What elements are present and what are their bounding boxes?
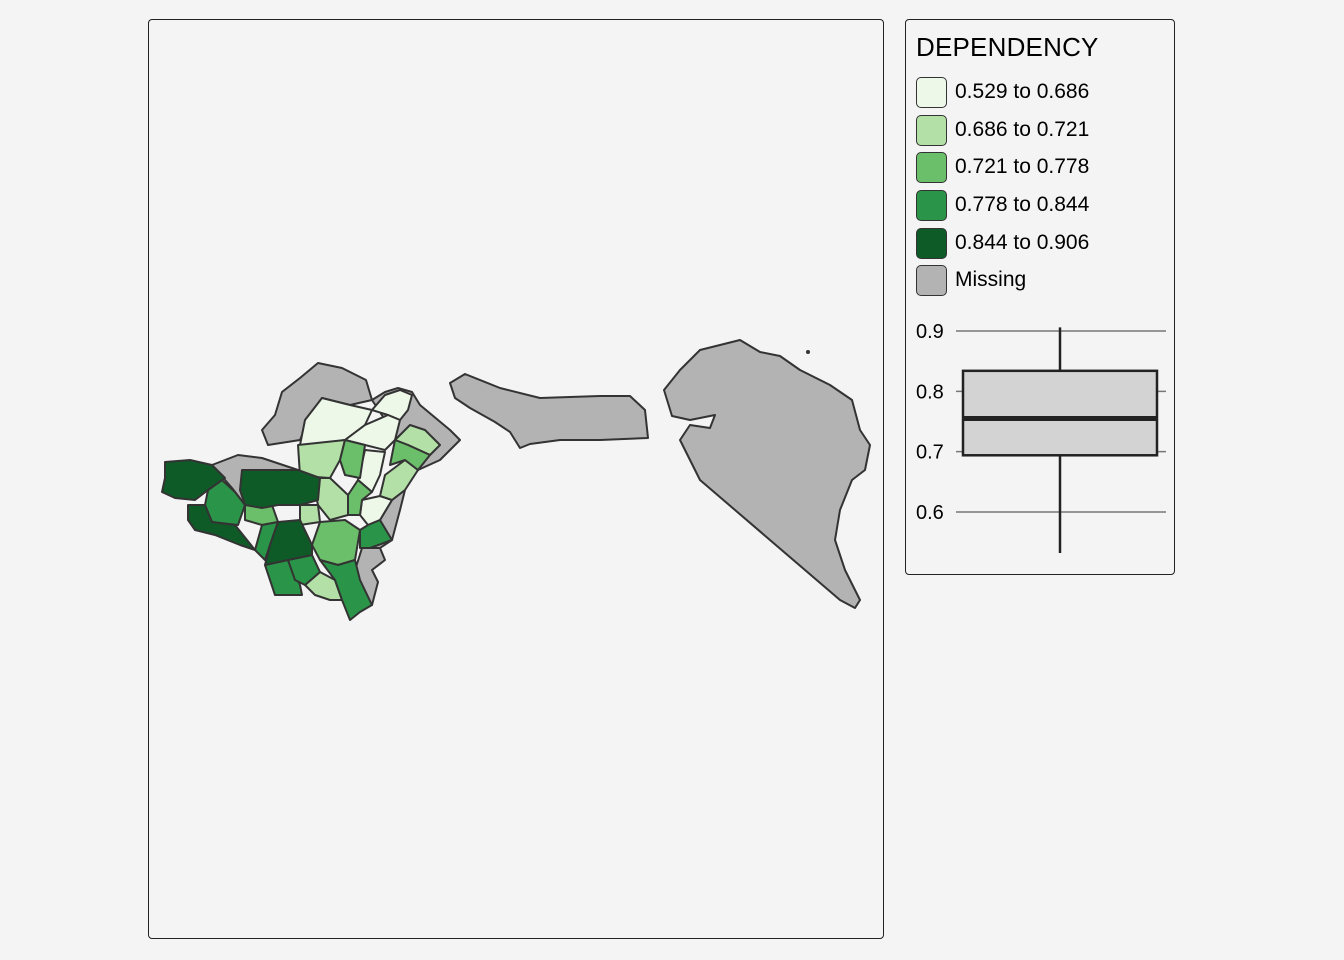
tick-label: 0.6	[916, 502, 944, 524]
legend-swatch	[916, 76, 947, 108]
region-medium	[347, 479, 373, 516]
legend-item: 0.529 to 0.686	[916, 76, 1089, 108]
tick-label: 0.9	[916, 321, 944, 343]
legend-label: 0.844 to 0.906	[955, 231, 1090, 254]
legend-title: DEPENDENCY	[916, 32, 1099, 62]
legend-swatch	[916, 227, 947, 259]
island-missing	[449, 373, 649, 449]
region-darkest	[187, 504, 256, 551]
tick-label: 0.7	[916, 442, 944, 464]
legend-label: 0.778 to 0.844	[955, 193, 1090, 216]
region-darkest	[264, 519, 313, 566]
legend-item: 0.721 to 0.778	[916, 151, 1089, 183]
legend-item: Missing	[916, 264, 1026, 296]
legend-swatch	[916, 151, 947, 183]
island-missing	[663, 339, 871, 609]
legend-panel: DEPENDENCY 0.529 to 0.686 0.686 to 0.721…	[905, 19, 1175, 575]
region-darkest	[239, 469, 321, 509]
region-medium-dark	[319, 559, 373, 621]
legend-label: 0.529 to 0.686	[955, 80, 1090, 103]
legend-label: 0.686 to 0.721	[955, 118, 1090, 141]
legend-swatch	[916, 189, 947, 221]
region-light	[299, 504, 321, 526]
legend-label: Missing	[955, 268, 1027, 291]
legend-label: 0.721 to 0.778	[955, 155, 1090, 178]
legend-swatch	[916, 114, 947, 146]
region-medium-dark	[359, 519, 393, 549]
legend-item: 0.778 to 0.844	[916, 189, 1089, 221]
speck	[806, 350, 810, 354]
region-lightest	[344, 414, 401, 451]
region-medium	[339, 439, 366, 479]
region-darkest	[161, 459, 226, 501]
box	[961, 369, 1159, 457]
legend-item: 0.844 to 0.906	[916, 227, 1089, 259]
legend-item: 0.686 to 0.721	[916, 114, 1089, 146]
region-medium	[311, 519, 361, 566]
region-medium	[389, 439, 431, 471]
legend-swatch	[916, 264, 947, 296]
legend-boxplot: 0.6 0.7 0.8 0.9	[916, 321, 1166, 554]
tick-label: 0.8	[916, 381, 944, 403]
